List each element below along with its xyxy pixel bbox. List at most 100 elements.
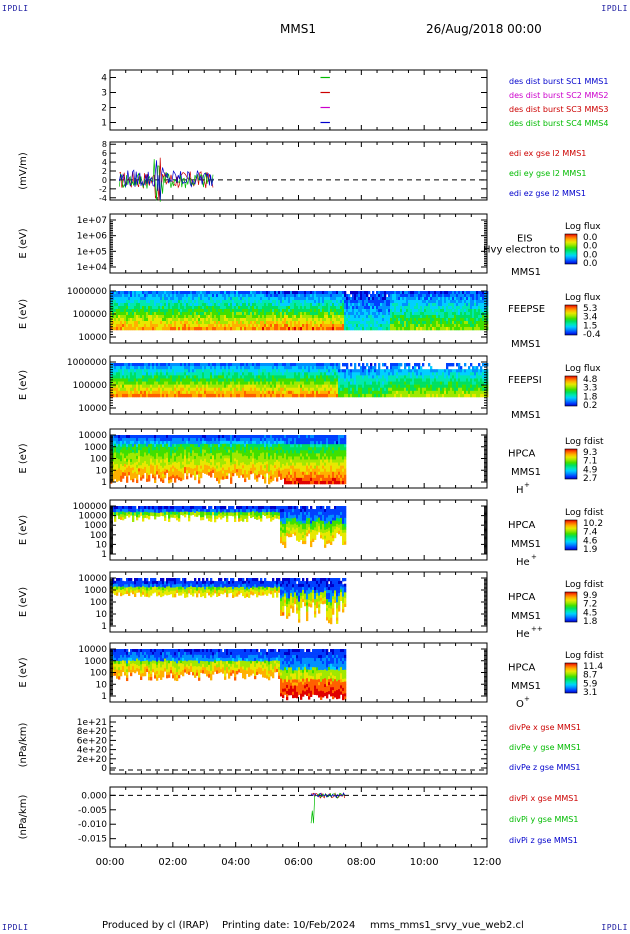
spectrogram-cell — [132, 306, 135, 310]
spectrogram-cell — [210, 384, 213, 389]
spectrogram-cell — [222, 321, 225, 325]
spectrogram-cell — [456, 315, 459, 319]
spectrogram-cell — [366, 306, 369, 310]
spectrogram-cell — [322, 375, 325, 379]
spectrogram-cell — [112, 387, 115, 392]
spectrogram-cell — [364, 393, 367, 398]
spectrogram-cell — [160, 321, 163, 325]
spectrogram-cell — [378, 303, 381, 307]
spectrogram-cell — [172, 363, 175, 367]
spectrogram-cell — [112, 297, 115, 301]
panel-frame-edi — [109, 141, 488, 201]
spectrogram-cell — [196, 315, 199, 319]
spectrogram-cell — [312, 306, 315, 310]
spectrogram-cell — [130, 375, 133, 379]
spectrogram-cell — [404, 327, 407, 331]
spectrogram-cell — [296, 369, 299, 373]
spectrogram-cell — [316, 312, 319, 316]
spectrogram-cell — [354, 303, 357, 307]
spectrogram-cell — [480, 300, 483, 304]
spectrogram-cell — [392, 375, 395, 379]
spectrogram-cell — [168, 369, 171, 373]
spectrogram-cell — [212, 369, 215, 373]
spectrogram-cell — [462, 294, 465, 298]
spectrogram-cell — [190, 363, 193, 367]
spectrogram-cell — [154, 312, 157, 316]
spectrogram-cell — [380, 393, 383, 398]
spectrogram-cell — [332, 312, 335, 316]
spectrogram-cell — [118, 441, 121, 445]
spectrogram-cell — [370, 363, 373, 367]
spectrogram-cell — [238, 312, 241, 316]
spectrogram-cell — [130, 324, 133, 328]
spectrogram-cell — [114, 297, 117, 301]
spectrogram-cell — [278, 375, 281, 379]
spectrogram-cell — [220, 291, 223, 295]
spectrogram-cell — [160, 327, 163, 331]
spectrogram-cell — [236, 363, 239, 367]
spectrogram-cell — [172, 291, 175, 295]
spectrogram-cell — [294, 390, 297, 395]
spectrogram-cell — [236, 327, 239, 331]
spectrogram-cell — [392, 312, 395, 316]
spectrogram-cell — [370, 366, 373, 370]
spectrogram-cell — [368, 327, 371, 331]
spectrogram-cell — [436, 315, 439, 319]
spectrogram-cell — [414, 312, 417, 316]
spectrogram-cell — [188, 390, 191, 395]
spectrogram-cell — [384, 372, 387, 376]
spectrogram-cell — [286, 321, 289, 325]
spectrogram-cell — [326, 315, 329, 319]
spectrogram-cell — [342, 381, 345, 385]
spectrogram-cell — [174, 366, 177, 370]
spectrogram-cell — [296, 291, 299, 295]
spectrogram-cell — [246, 375, 249, 379]
spectrogram-cell — [374, 363, 377, 367]
spectrogram-cell — [370, 294, 373, 298]
spectrogram-cell — [138, 303, 141, 307]
spectrogram-cell — [248, 297, 251, 301]
spectrogram-cell — [186, 300, 189, 304]
spectrogram-cell — [182, 318, 185, 322]
spectrogram-cell — [324, 324, 327, 328]
spectrogram-cell — [336, 291, 339, 295]
spectrogram-cell — [432, 390, 435, 395]
spectrogram-cell — [338, 327, 341, 331]
spectrogram-cell — [266, 291, 269, 295]
spectrogram-cell — [188, 375, 191, 379]
spectrogram-cell — [120, 303, 123, 307]
spectrogram-cell — [222, 291, 225, 295]
spectrogram-cell — [438, 375, 441, 379]
spectrogram-cell — [358, 294, 361, 298]
spectrogram-cell — [380, 324, 383, 328]
spectrogram-cell — [264, 312, 267, 316]
spectrogram-cell — [248, 390, 251, 395]
spectrogram-cell — [380, 390, 383, 395]
spectrogram-cell — [320, 312, 323, 316]
spectrogram-cell — [206, 300, 209, 304]
spectrogram-cell — [174, 306, 177, 310]
spectrogram-cell — [432, 369, 435, 373]
spectrogram-cell — [264, 291, 267, 295]
spectrogram-cell — [144, 321, 147, 325]
spectrogram-cell — [406, 300, 409, 304]
spectrogram-cell — [184, 390, 187, 395]
spectrogram-cell — [204, 297, 207, 301]
spectrogram-cell — [128, 327, 131, 331]
spectrogram-cell — [278, 306, 281, 310]
spectrogram-cell — [318, 315, 321, 319]
spectrogram-cell — [438, 318, 441, 322]
spectrogram-cell — [336, 321, 339, 325]
spectrogram-cell — [262, 366, 265, 370]
spectrogram-cell — [446, 369, 449, 373]
spectrogram-cell — [206, 393, 209, 398]
spectrogram-cell — [482, 309, 485, 313]
spectrogram-cell — [280, 297, 283, 301]
spectrogram-cell — [360, 378, 363, 382]
spectrogram-cell — [274, 306, 277, 310]
spectrogram-cell — [394, 369, 397, 373]
spectrogram-cell — [236, 378, 239, 382]
spectrogram-cell — [452, 372, 455, 376]
spectrogram-cell — [258, 303, 261, 307]
spectrogram-cell — [356, 294, 359, 298]
